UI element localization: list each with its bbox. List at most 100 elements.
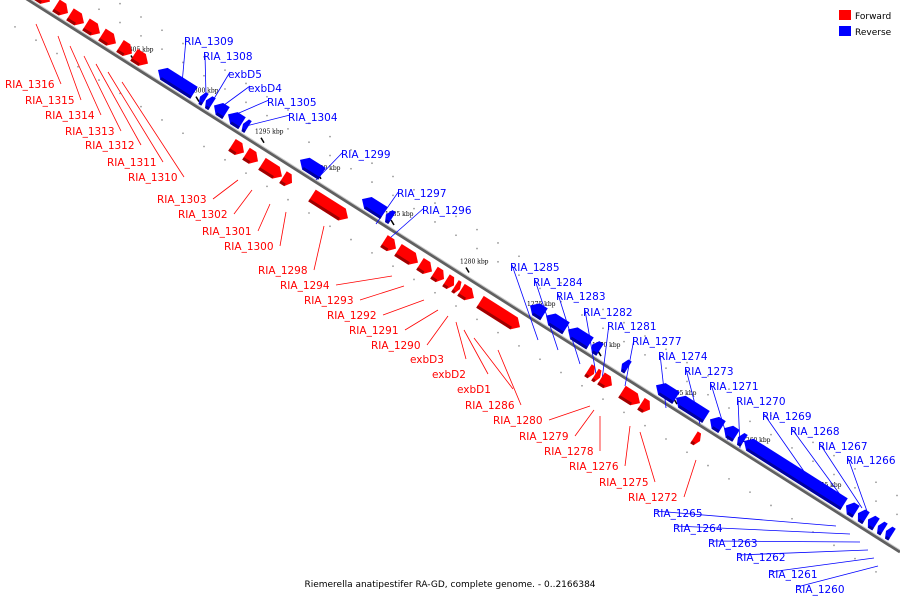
position-dot xyxy=(539,358,541,361)
gene-label: RIA_1284 xyxy=(533,277,583,289)
gene-label: RIA_1262 xyxy=(736,552,786,564)
leader-line xyxy=(534,279,559,351)
position-dot xyxy=(476,247,478,250)
leader-line xyxy=(69,45,102,116)
position-dot xyxy=(245,172,247,175)
gene-label: RIA_1263 xyxy=(708,538,758,550)
reverse-gene-arrow xyxy=(884,526,896,541)
gene-label: RIA_1266 xyxy=(846,455,896,467)
gene-label: RIA_1274 xyxy=(658,351,708,363)
forward-gene-arrow xyxy=(308,189,349,221)
position-dot xyxy=(896,513,898,516)
gene-label: RIA_1297 xyxy=(397,188,447,200)
forward-gene-arrow xyxy=(637,397,651,413)
position-dot xyxy=(791,517,793,520)
leader-line xyxy=(847,457,869,515)
position-dot xyxy=(644,335,646,337)
position-dot xyxy=(833,473,835,476)
reverse-gene-arrow xyxy=(676,395,710,423)
position-dot xyxy=(308,212,310,214)
reverse-gene-arrow xyxy=(591,341,604,356)
gene-label: RIA_1309 xyxy=(184,36,234,48)
forward-gene-arrow xyxy=(442,274,455,290)
leader-line xyxy=(35,23,62,85)
position-dot xyxy=(434,291,436,294)
position-dot xyxy=(455,305,457,307)
leader-line xyxy=(497,349,522,406)
position-dot xyxy=(329,154,331,157)
gene-label: RIA_1316 xyxy=(5,79,55,91)
position-dot xyxy=(581,314,583,316)
label-leader-lines xyxy=(35,23,879,588)
gene-label: RIA_1310 xyxy=(128,172,178,184)
gene-label: RIA_1278 xyxy=(544,446,594,458)
gene-label: RIA_1286 xyxy=(465,400,515,412)
position-dot xyxy=(749,401,751,404)
forward-gene-arrow xyxy=(584,364,596,379)
gene-label: RIA_1281 xyxy=(607,321,657,333)
position-dot xyxy=(245,82,247,85)
leader-line xyxy=(212,179,239,200)
legend-label-reverse: Reverse xyxy=(855,28,892,38)
leader-line xyxy=(601,323,610,381)
reverse-gene-arrow xyxy=(867,515,880,531)
position-dot xyxy=(98,8,100,11)
leader-line xyxy=(313,225,325,271)
forward-gene-arrow xyxy=(457,283,475,301)
forward-gene-arrow xyxy=(430,266,445,283)
tick-label: 1280 kbp xyxy=(460,259,489,266)
gene-label: RIA_1304 xyxy=(288,112,338,124)
position-dot xyxy=(413,188,415,191)
reverse-gene-arrow xyxy=(227,112,246,130)
position-dot xyxy=(602,398,604,400)
leader-line xyxy=(548,405,591,421)
position-dot xyxy=(455,234,457,237)
gene-label: RIA_1291 xyxy=(349,325,399,337)
reverse-gene-arrow xyxy=(845,502,860,518)
leader-line xyxy=(819,443,863,509)
reverse-gene-arrow xyxy=(743,438,848,511)
leader-line xyxy=(211,71,231,103)
position-dot xyxy=(140,105,142,108)
gene-label: RIA_1270 xyxy=(736,396,786,408)
gene-label: RIA_1265 xyxy=(653,508,703,520)
gene-label: RIA_1271 xyxy=(709,381,759,393)
leader-line xyxy=(204,53,207,97)
position-dot xyxy=(539,287,541,290)
position-dot xyxy=(896,494,898,497)
position-dot xyxy=(623,321,625,324)
position-dot xyxy=(644,424,646,427)
position-dot xyxy=(875,571,877,573)
forward-gene-arrow xyxy=(130,48,149,66)
position-dot xyxy=(161,48,163,51)
leader-line xyxy=(683,459,697,498)
leader-line xyxy=(463,329,489,375)
position-dot xyxy=(497,242,499,244)
position-dot xyxy=(203,74,205,77)
position-dot xyxy=(266,185,268,188)
gene-label: RIA_1296 xyxy=(422,205,472,217)
reverse-gene-arrow xyxy=(568,327,594,350)
position-dot xyxy=(497,331,499,334)
leader-line xyxy=(763,413,811,481)
forward-gene-arrow xyxy=(82,18,101,36)
gene-label: exbD4 xyxy=(248,83,282,95)
position-dot xyxy=(791,447,793,449)
position-dot xyxy=(686,451,688,454)
position-dot xyxy=(203,145,205,148)
leader-line xyxy=(382,299,425,316)
position-dot xyxy=(686,361,688,364)
legend: Forward Reverse xyxy=(839,10,892,38)
tick-mark xyxy=(465,267,470,273)
forward-gene-arrow xyxy=(380,235,396,252)
position-dot xyxy=(581,384,583,387)
reverse-gene-arrow xyxy=(545,313,570,335)
leader-line xyxy=(121,81,185,178)
position-dot xyxy=(224,69,226,72)
leader-line xyxy=(709,540,861,543)
position-dot xyxy=(707,374,709,377)
forward-gene-arrow xyxy=(597,372,612,389)
gene-label: RIA_1282 xyxy=(583,307,633,319)
position-dot xyxy=(770,504,772,507)
